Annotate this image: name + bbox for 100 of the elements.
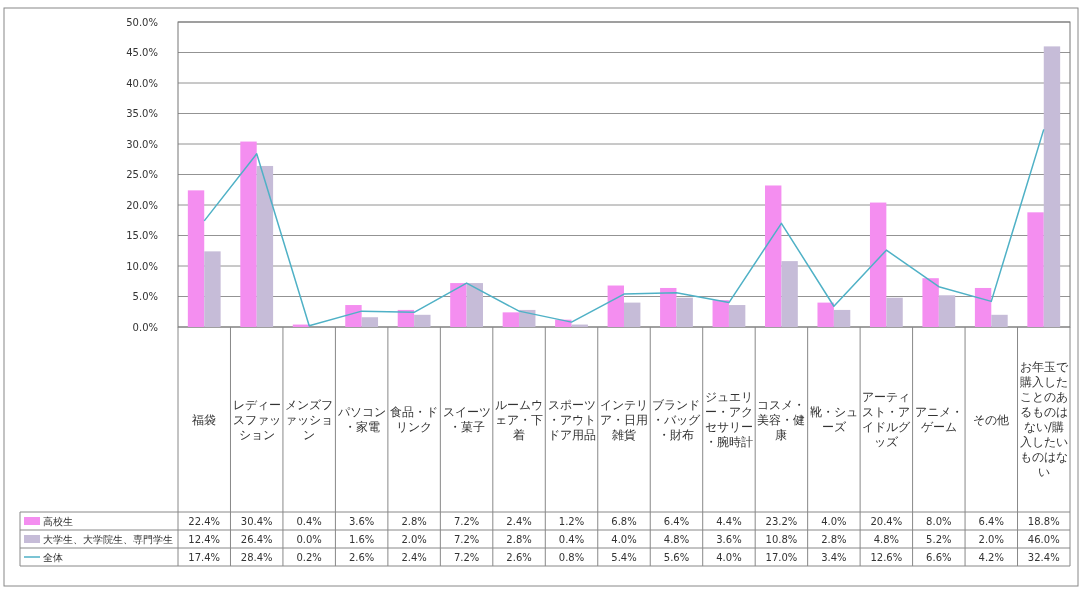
legend-label: 大学生、大学院生、専門学生 — [43, 533, 173, 545]
x-tick-label: ルームウェア・下着 — [495, 397, 544, 442]
data-label: 18.8% — [1027, 515, 1060, 527]
data-label: 32.4% — [1027, 551, 1060, 563]
bar — [712, 300, 729, 327]
y-tick-label: 15.0% — [126, 230, 158, 241]
y-tick-label: 5.0% — [132, 291, 158, 302]
data-label: 5.2% — [926, 533, 952, 545]
data-label: 4.0% — [821, 515, 847, 527]
data-label: 28.4% — [240, 551, 273, 563]
bar — [938, 295, 956, 327]
x-tick-label: 福袋 — [192, 412, 217, 427]
data-label: 4.0% — [716, 551, 742, 563]
data-label: 17.0% — [765, 551, 798, 563]
data-label: 23.2% — [765, 515, 798, 527]
data-label: 3.6% — [348, 515, 375, 527]
y-tick-label: 40.0% — [126, 77, 158, 89]
x-tick-label: スポーツ・アウトドア用品 — [547, 397, 596, 442]
data-label: 5.6% — [663, 551, 690, 563]
data-label: 7.2% — [453, 515, 480, 527]
y-tick-label: 20.0% — [126, 199, 158, 211]
data-label: 2.8% — [506, 533, 532, 545]
legend-label: 全体 — [43, 551, 63, 563]
x-tick-label: アーティスト・アイドルグッズ — [862, 390, 912, 450]
y-tick-label: 35.0% — [126, 108, 158, 119]
data-label: 2.0% — [978, 533, 1004, 545]
y-tick-label: 25.0% — [126, 169, 158, 180]
data-label: 1.2% — [558, 515, 585, 527]
y-tick-label: 10.0% — [126, 260, 158, 272]
data-label: 4.8% — [873, 533, 900, 545]
x-tick-label: その他 — [973, 412, 1010, 427]
data-label: 2.6% — [506, 551, 532, 563]
bar — [450, 283, 467, 327]
bar — [345, 305, 362, 327]
x-tick-label: ジュエリー・アクセサリー・腕時計 — [704, 390, 753, 450]
bar — [240, 141, 257, 327]
bar — [991, 314, 1008, 327]
y-tick-label: 45.0% — [126, 47, 158, 58]
legend-label: 高校生 — [43, 515, 73, 527]
y-tick-label: 0.0% — [132, 321, 158, 333]
data-label: 6.8% — [611, 515, 637, 527]
data-label: 12.4% — [188, 533, 221, 545]
data-label: 0.8% — [558, 551, 585, 563]
x-tick-label: スイーツ・菓子 — [442, 405, 491, 435]
data-label: 7.2% — [453, 551, 480, 563]
data-label: 6.4% — [663, 515, 690, 527]
x-tick-label: ブランド・バッグ・財布 — [652, 397, 702, 442]
data-label: 3.4% — [821, 551, 847, 563]
bar — [781, 261, 798, 327]
data-label: 30.4% — [240, 515, 273, 527]
data-label: 7.2% — [453, 533, 480, 545]
data-label: 0.4% — [558, 533, 585, 545]
x-tick-label: お年玉で購入したことのあるものはない/購入したいものはない — [1019, 360, 1069, 480]
y-tick-label: 30.0% — [126, 138, 158, 150]
data-label: 0.4% — [296, 515, 322, 527]
data-label: 0.2% — [296, 551, 322, 563]
bar — [256, 165, 274, 327]
bar — [502, 312, 520, 327]
bar — [676, 297, 693, 327]
bar — [1043, 46, 1061, 327]
x-tick-label: パソコン・家電 — [336, 405, 386, 435]
x-tick-label: メンズファッション — [285, 397, 334, 442]
x-tick-label: 靴・シューズ — [809, 405, 858, 435]
bar — [974, 287, 992, 327]
x-tick-label: コスメ・美容・健康 — [757, 397, 806, 442]
bar — [361, 317, 379, 327]
x-tick-label: 食品・ドリンク — [390, 405, 439, 435]
bar — [869, 202, 887, 327]
bar — [1027, 212, 1044, 327]
line-series — [203, 128, 1045, 327]
bar — [466, 283, 483, 327]
data-label: 2.4% — [506, 515, 532, 527]
bar — [204, 251, 221, 327]
data-label: 6.4% — [978, 515, 1004, 527]
x-tick-label: アニメ・ゲーム — [914, 405, 963, 435]
bar — [728, 305, 746, 327]
y-tick-label: 50.0% — [126, 16, 158, 28]
data-label: 22.4% — [188, 515, 221, 527]
data-label: 20.4% — [870, 515, 903, 527]
data-label: 3.6% — [716, 533, 742, 545]
data-label: 2.8% — [401, 515, 427, 527]
bar — [765, 185, 782, 327]
bar — [187, 190, 205, 327]
bar — [624, 302, 641, 327]
x-tick-label: レディースファッション — [232, 397, 281, 442]
data-label: 4.4% — [716, 515, 742, 527]
data-label: 26.4% — [240, 533, 273, 545]
data-label: 4.8% — [663, 533, 690, 545]
x-tick-label: インテリア・日用雑貨 — [600, 397, 648, 442]
bar — [660, 287, 677, 327]
bar — [922, 278, 939, 327]
data-label: 8.0% — [926, 515, 952, 527]
data-label: 2.4% — [401, 551, 427, 563]
data-label: 2.0% — [401, 533, 427, 545]
data-label: 2.6% — [348, 551, 375, 563]
data-label: 1.6% — [348, 533, 375, 545]
data-label: 10.8% — [765, 533, 798, 545]
data-label: 5.4% — [611, 551, 637, 563]
data-label: 4.0% — [611, 533, 637, 545]
data-label: 0.0% — [296, 533, 322, 545]
